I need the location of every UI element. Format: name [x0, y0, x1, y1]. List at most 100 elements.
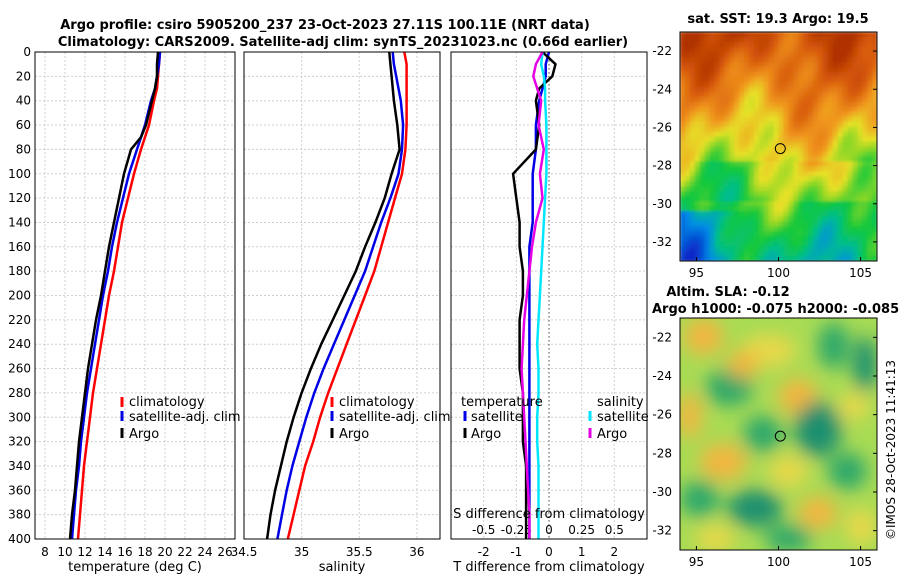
sst-cell [680, 66, 686, 73]
sst-cell [778, 81, 784, 88]
sst-cell [739, 156, 745, 163]
sst-cell [793, 51, 799, 58]
sst-cell [694, 76, 701, 83]
sst-cell [719, 231, 725, 237]
lon-tick-label: 95 [689, 266, 704, 280]
sst-cell [788, 136, 794, 143]
sst-cell [749, 56, 755, 63]
sst-cell [709, 176, 715, 182]
sst-cell [680, 141, 686, 148]
sst-cell [758, 136, 765, 143]
sst-cell [773, 236, 780, 242]
sst-cell [714, 116, 720, 123]
sst-cell [704, 171, 711, 177]
sst-cell [749, 151, 755, 158]
sst-cell [783, 131, 789, 138]
sst-cell [822, 126, 829, 133]
sst-cell [768, 196, 775, 202]
sst-cell [729, 246, 735, 252]
sst-cell [704, 181, 711, 187]
sst-cell [758, 76, 765, 83]
sst-cell [867, 236, 873, 242]
sst-cell [832, 42, 839, 48]
sst-cell [872, 186, 877, 192]
sst-cell [857, 126, 863, 133]
sst-cell [709, 56, 715, 63]
sst-cell [783, 251, 789, 257]
sst-cell [704, 91, 711, 98]
sst-cell [709, 96, 715, 103]
sst-cell [744, 121, 750, 128]
sst-cell [847, 226, 853, 232]
sst-cell [837, 186, 844, 192]
sst-cell [872, 191, 877, 197]
sst-cell [689, 216, 696, 222]
sst-cell [822, 151, 829, 158]
sst-cell [837, 241, 844, 247]
sst-cell [729, 251, 735, 257]
sst-cell [867, 32, 873, 38]
sst-cell [680, 241, 686, 247]
sst-cell [729, 71, 735, 78]
sst-cell [798, 206, 804, 212]
sst-cell [753, 221, 760, 227]
sst-cell [689, 171, 696, 177]
sst-cell [734, 42, 740, 48]
sst-cell [808, 81, 814, 88]
sst-cell [744, 131, 750, 138]
sst-cell [758, 37, 765, 43]
sst-cell [783, 42, 789, 48]
sst-cell [714, 251, 720, 257]
sst-cell [684, 66, 691, 73]
sst-cell [739, 37, 745, 43]
sst-cell [793, 116, 799, 123]
sst-cell [709, 181, 715, 187]
sst-cell [709, 116, 715, 123]
sst-cell [837, 206, 844, 212]
sst-cell [852, 56, 858, 63]
sst-cell [684, 196, 691, 202]
sst-cell [749, 156, 755, 163]
sst-cell [773, 176, 780, 182]
sst-cell [709, 186, 715, 192]
sst-cell [827, 156, 834, 163]
sst-cell [714, 131, 720, 138]
sst-cell [704, 32, 711, 38]
sst-cell [753, 236, 760, 242]
sst-cell [768, 71, 775, 78]
y-tick-label: 340 [8, 459, 31, 473]
sst-cell [808, 176, 814, 182]
sst-cell [822, 56, 829, 63]
sst-cell [724, 221, 730, 227]
sst-cell [704, 151, 711, 158]
sst-cell [813, 206, 819, 212]
sst-cell [684, 166, 691, 172]
series-line-argo [68, 52, 160, 539]
sst-cell [689, 221, 696, 227]
sst-cell [749, 136, 755, 143]
sst-cell [793, 37, 799, 43]
sst-cell [753, 161, 760, 167]
sst-cell [842, 126, 848, 133]
sst-cell [744, 37, 750, 43]
sst-cell [724, 76, 730, 83]
sst-cell [857, 46, 863, 53]
sst-cell [758, 56, 765, 63]
sst-cell [872, 161, 877, 167]
sst-cell [857, 71, 863, 78]
sst-cell [689, 76, 696, 83]
sst-cell [857, 56, 863, 63]
sst-cell [803, 56, 809, 63]
sst-cell [714, 81, 720, 88]
sst-cell [699, 146, 706, 153]
lat-tick-label: -28 [652, 446, 672, 460]
legend-title-temperature: temperature [461, 395, 543, 410]
sst-cell [862, 176, 868, 182]
sst-cell [852, 251, 858, 257]
sst-cell [867, 231, 873, 237]
sst-cell [798, 241, 804, 247]
sst-cell [862, 61, 868, 68]
sst-cell [783, 111, 789, 118]
sst-cell [788, 56, 794, 63]
sst-cell [773, 216, 780, 222]
